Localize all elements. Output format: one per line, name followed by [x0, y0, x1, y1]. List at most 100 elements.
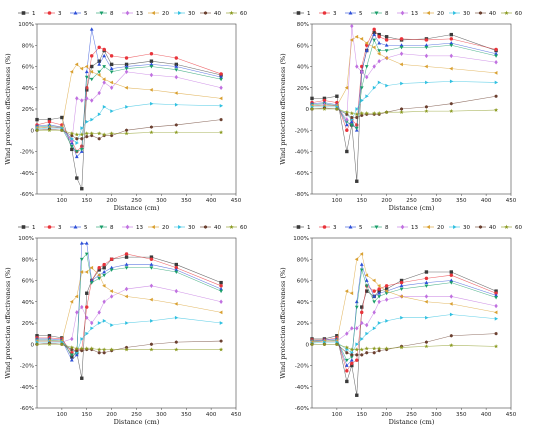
data-point-13 — [449, 294, 453, 299]
data-point-40 — [449, 101, 453, 106]
data-point-20 — [399, 294, 403, 299]
data-point-3 — [350, 361, 354, 366]
y-tick-label: -60% — [295, 171, 309, 177]
data-point-13 — [124, 286, 129, 292]
data-point-60 — [102, 347, 107, 352]
data-point-30 — [70, 136, 74, 141]
data-point-3 — [377, 35, 381, 39]
legend-marker-30 — [453, 11, 457, 15]
data-point-60 — [218, 347, 224, 352]
data-point-8 — [97, 277, 102, 281]
legend-label-13: 13 — [411, 225, 418, 231]
legend-marker-5 — [73, 224, 78, 229]
data-point-20 — [97, 73, 101, 77]
y-tick-label: 40% — [22, 86, 34, 92]
y-tick-label: -20% — [295, 128, 309, 134]
data-point-8 — [149, 65, 154, 69]
legend-label-5: 5 — [359, 11, 363, 17]
legend-marker-8 — [99, 225, 104, 230]
data-point-60 — [359, 347, 364, 352]
legend-label-1: 1 — [32, 11, 36, 17]
legend-label-60: 60 — [515, 11, 522, 17]
data-point-1 — [494, 289, 498, 293]
legend-marker-60 — [504, 10, 509, 15]
data-point-13 — [424, 53, 429, 59]
data-point-20 — [124, 85, 128, 90]
data-point-40 — [372, 351, 376, 355]
series-line-8 — [311, 39, 497, 129]
data-point-5 — [89, 278, 94, 282]
data-point-60 — [174, 130, 179, 135]
data-point-13 — [345, 117, 349, 122]
data-point-3 — [372, 289, 376, 293]
data-point-20 — [424, 299, 428, 304]
data-point-30 — [219, 103, 224, 108]
legend-marker-1 — [21, 11, 26, 15]
data-point-40 — [102, 351, 106, 355]
y-tick-label: 60% — [297, 279, 309, 285]
chart-panel-3: 1 3 5 8 13 20 30 40 60 -60% -40% -20% 0 20% 40% 60% 80% 1… — [0, 214, 275, 429]
data-point-5 — [109, 265, 114, 270]
series-line-30 — [37, 317, 222, 354]
series-30 — [35, 101, 224, 145]
x-tick-label: 100 — [57, 198, 68, 204]
data-point-60 — [47, 342, 52, 347]
series-60 — [309, 106, 499, 117]
data-point-8 — [124, 67, 129, 71]
x-tick-label: 150 — [82, 198, 93, 204]
data-point-60 — [322, 106, 327, 111]
data-point-30 — [102, 105, 107, 109]
data-point-8 — [79, 148, 84, 152]
legend: 1 3 5 8 13 20 30 40 60 — [293, 10, 522, 17]
data-point-20 — [89, 69, 94, 74]
data-point-60 — [449, 108, 454, 113]
data-point-1 — [174, 262, 178, 267]
series-line-8 — [36, 66, 222, 152]
legend-label-30: 30 — [188, 225, 195, 231]
data-point-60 — [174, 347, 179, 352]
data-point-40 — [219, 117, 223, 122]
data-point-20 — [74, 294, 79, 299]
series-60 — [34, 128, 224, 137]
data-point-3 — [109, 54, 114, 58]
data-point-1 — [85, 291, 89, 295]
legend-marker-13 — [400, 10, 405, 16]
data-point-1 — [219, 280, 223, 285]
y-tick-label: 20% — [297, 86, 309, 92]
y-tick-label: 0 — [31, 128, 35, 134]
legend-marker-5 — [73, 10, 78, 15]
data-point-20 — [174, 91, 178, 95]
data-point-1 — [322, 96, 327, 101]
data-point-1 — [372, 30, 376, 35]
data-point-60 — [377, 346, 382, 351]
data-point-40 — [424, 340, 428, 344]
series-60 — [309, 342, 499, 352]
data-point-40 — [149, 342, 153, 346]
data-point-20 — [377, 283, 381, 288]
data-point-20 — [494, 71, 498, 75]
data-point-40 — [365, 351, 369, 355]
data-point-13 — [85, 315, 89, 320]
data-point-5 — [344, 363, 349, 367]
data-point-3 — [149, 52, 154, 56]
data-point-5 — [399, 43, 404, 47]
data-point-5 — [344, 122, 349, 127]
y-tick-label: 40% — [297, 300, 309, 306]
data-point-60 — [344, 109, 349, 114]
data-point-5 — [384, 43, 389, 47]
data-point-20 — [364, 273, 369, 278]
legend-marker-3 — [47, 225, 52, 229]
data-point-8 — [124, 266, 129, 270]
legend-label-8: 8 — [110, 11, 114, 17]
data-point-1 — [335, 334, 339, 338]
y-axis-title: Wind protection effectiveness (%) — [4, 267, 12, 379]
legend-label-1: 1 — [32, 225, 36, 231]
data-point-3 — [372, 27, 376, 32]
data-point-60 — [79, 132, 84, 137]
series-30 — [310, 312, 499, 355]
data-point-60 — [84, 346, 89, 351]
data-point-5 — [124, 262, 129, 266]
data-point-3 — [174, 56, 178, 60]
data-point-8 — [354, 305, 359, 310]
data-point-1 — [449, 32, 453, 37]
